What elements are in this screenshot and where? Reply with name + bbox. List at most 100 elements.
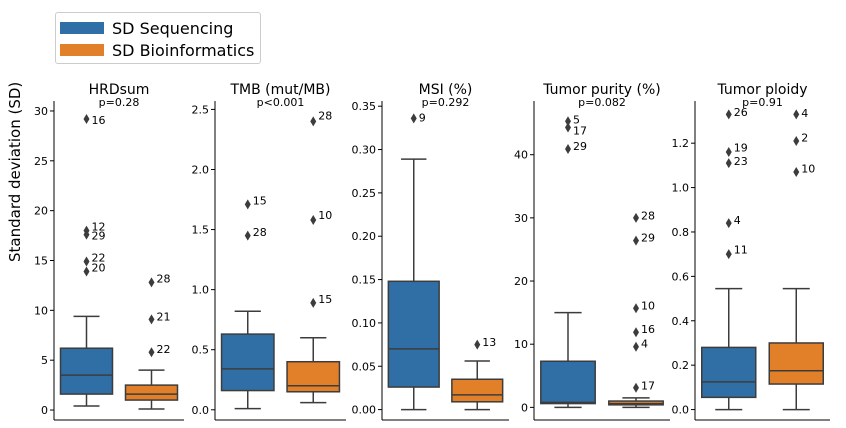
panel-title: Tumor ploidy [716, 82, 807, 98]
box-bioinformatics [124, 384, 179, 401]
y-tick-label: 10 [514, 338, 528, 351]
y-tick-label: 30 [34, 105, 48, 118]
outlier-point-bioinformatics [310, 116, 317, 127]
outlier-label: 26 [734, 106, 748, 119]
outlier-label: 29 [92, 230, 106, 243]
outlier-label: 13 [482, 336, 496, 349]
p-value-label: p=0.292 [422, 96, 470, 109]
y-tick-label: 0.4 [672, 315, 690, 328]
y-tick-label: 2.0 [192, 163, 210, 176]
legend-swatch-sequencing [60, 22, 104, 34]
y-tick-label: 0.35 [352, 100, 377, 113]
outlier-point-sequencing [83, 266, 90, 277]
legend: SD Sequencing SD Bioinformatics [55, 12, 261, 64]
y-tick-label: 2.5 [192, 103, 210, 116]
y-tick-label: 0.10 [352, 317, 377, 330]
legend-swatch-bioinformatics [60, 44, 104, 56]
box-bioinformatics [768, 342, 824, 385]
outlier-point-bioinformatics [633, 235, 639, 246]
box-sequencing [59, 347, 114, 395]
outlier-point-sequencing [410, 113, 417, 124]
outlier-label: 10 [318, 209, 332, 222]
outlier-point-sequencing [83, 256, 90, 267]
y-tick-label: 20 [34, 205, 48, 218]
y-tick-label: 5 [41, 354, 48, 367]
outlier-point-bioinformatics [793, 109, 800, 120]
legend-item-sequencing: SD Sequencing [60, 17, 233, 39]
outlier-point-sequencing [565, 116, 571, 127]
outlier-point-sequencing [725, 109, 732, 120]
y-tick-label: 1.2 [672, 137, 690, 150]
y-tick-label: 10 [34, 304, 48, 317]
chart-panel-3: 0.00 0.05 0.10 0.15 0.20 0.25 0.30 0.35 MSI (%)p… [352, 82, 509, 421]
y-tick-label: 0.6 [672, 270, 690, 283]
outlier-label: 17 [641, 379, 655, 392]
box-sequencing [220, 333, 275, 392]
outlier-point-bioinformatics [148, 277, 155, 288]
box-bioinformatics [451, 378, 504, 403]
panel-title: HRDsum [89, 82, 150, 98]
box-sequencing [540, 360, 596, 405]
y-tick-label: 0.25 [352, 187, 377, 200]
outlier-label: 9 [419, 111, 426, 124]
chart-panel-2: 0.0 0.5 1.0 1.5 2.0 2.5 TMB (mut/MB)p<0.001 15 2… [192, 82, 346, 421]
outlier-label: 15 [318, 293, 332, 306]
p-value-label: p=0.082 [578, 96, 626, 109]
outlier-point-sequencing [244, 199, 251, 210]
y-tick-label: 1.5 [192, 224, 210, 237]
outlier-label: 15 [253, 195, 267, 208]
box-bioinformatics [286, 360, 341, 393]
outlier-label: 16 [92, 114, 106, 127]
outlier-label: 2 [801, 132, 808, 145]
outlier-point-sequencing [565, 144, 571, 155]
outlier-label: 12 [92, 221, 106, 234]
y-tick-label: 15 [34, 255, 48, 268]
outlier-point-bioinformatics [148, 314, 155, 325]
outlier-label: 4 [641, 338, 648, 351]
outlier-label: 21 [157, 310, 171, 323]
outlier-point-bioinformatics [633, 382, 639, 393]
y-tick-label: 1.0 [672, 182, 690, 195]
box-sequencing [387, 280, 440, 388]
panel-title: MSI (%) [419, 82, 473, 98]
outlier-label: 10 [641, 300, 655, 313]
outlier-point-bioinformatics [793, 135, 800, 146]
outlier-label: 29 [641, 231, 655, 244]
outlier-point-bioinformatics [633, 327, 639, 338]
y-tick-label: 0.15 [352, 274, 377, 287]
outlier-label: 19 [734, 142, 748, 155]
panel-title: Tumor purity (%) [542, 82, 661, 98]
outlier-point-sequencing [725, 147, 732, 158]
outlier-point-sequencing [83, 229, 90, 240]
y-tick-label: 0.30 [352, 144, 377, 157]
y-tick-label: 0 [521, 401, 528, 414]
outlier-point-sequencing [725, 218, 732, 229]
outlier-label: 20 [92, 261, 106, 274]
y-tick-label: 40 [514, 149, 528, 162]
outlier-label: 5 [573, 113, 580, 126]
outlier-point-bioinformatics [148, 347, 155, 358]
outlier-point-bioinformatics [310, 214, 317, 225]
p-value-label: p=0.91 [742, 96, 783, 109]
y-tick-label: 1.0 [192, 284, 210, 297]
outlier-label: 28 [253, 226, 267, 239]
outlier-point-bioinformatics [793, 167, 800, 178]
y-tick-label: 0.0 [192, 404, 210, 417]
box-sequencing [701, 346, 757, 399]
y-tick-label: 30 [514, 212, 528, 225]
outlier-point-bioinformatics [633, 341, 639, 352]
panel-title: TMB (mut/MB) [229, 82, 330, 98]
p-value-label: p<0.001 [257, 96, 305, 109]
outlier-point-sequencing [565, 122, 571, 133]
outlier-point-sequencing [244, 230, 251, 241]
y-tick-label: 0.8 [672, 226, 690, 239]
outlier-label: 22 [157, 343, 171, 356]
outlier-point-bioinformatics [633, 303, 639, 314]
outlier-label: 10 [801, 163, 815, 176]
outlier-point-bioinformatics [474, 339, 481, 350]
y-tick-label: 0.2 [672, 359, 690, 372]
legend-item-bioinformatics: SD Bioinformatics [60, 39, 254, 61]
outlier-label: 22 [92, 252, 106, 265]
